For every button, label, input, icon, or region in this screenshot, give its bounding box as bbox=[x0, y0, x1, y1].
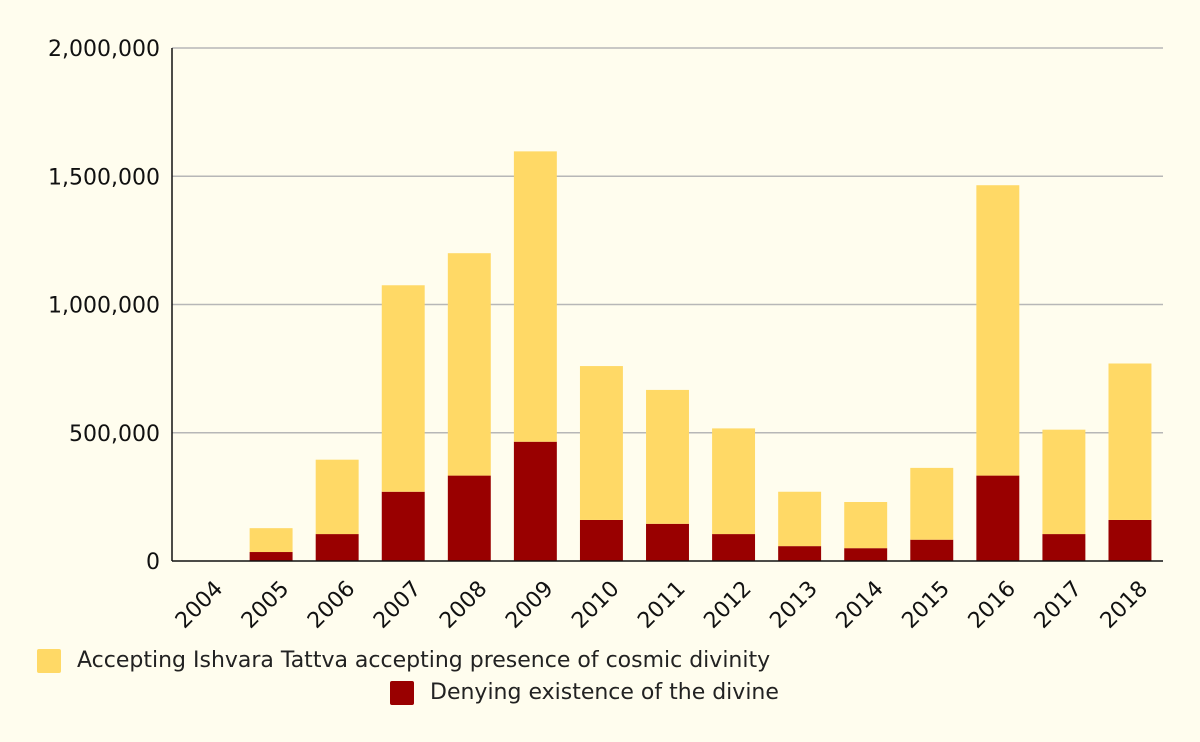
x-tick-labels: 2004 2005 2006 2007 2008 2009 2010 2011 2012 2013… bbox=[171, 576, 1153, 633]
bar-denying-2011[interactable] bbox=[646, 523, 689, 561]
y-tick-label: 500,000 bbox=[69, 422, 160, 447]
bar-accepting-2016[interactable] bbox=[976, 185, 1020, 476]
bar-accepting-2009[interactable] bbox=[513, 151, 557, 442]
bar-denying-2015[interactable] bbox=[910, 539, 954, 561]
bar-denying-2016[interactable] bbox=[976, 475, 1020, 561]
axes bbox=[171, 48, 1163, 562]
x-tick-label: 2007 bbox=[369, 576, 426, 633]
x-tick-label: 2005 bbox=[237, 576, 294, 633]
legend-item-accepting[interactable]: Accepting Ishvara Tattva accepting prese… bbox=[37, 648, 770, 673]
y-tick-label: 1,000,000 bbox=[48, 294, 160, 319]
x-tick-label: 2009 bbox=[501, 576, 558, 633]
x-tick-label: 2013 bbox=[765, 576, 822, 633]
y-tick-label: 0 bbox=[146, 550, 160, 575]
bar-denying-2014[interactable] bbox=[844, 548, 888, 561]
bar-accepting-2007[interactable] bbox=[381, 285, 425, 492]
bar-denying-2013[interactable] bbox=[778, 546, 822, 561]
y-tick-label: 1,500,000 bbox=[48, 165, 160, 190]
bar-denying-2017[interactable] bbox=[1042, 534, 1086, 561]
bar-accepting-2006[interactable] bbox=[315, 459, 359, 535]
bar-denying-2009[interactable] bbox=[513, 441, 557, 561]
x-tick-label: 2010 bbox=[567, 576, 624, 633]
x-tick-label: 2016 bbox=[964, 576, 1021, 633]
bar-accepting-2008[interactable] bbox=[447, 253, 491, 476]
bar-accepting-2018[interactable] bbox=[1108, 363, 1152, 520]
bar-denying-2010[interactable] bbox=[579, 519, 623, 561]
bar-accepting-2014[interactable] bbox=[844, 502, 888, 549]
bars bbox=[249, 151, 1152, 561]
x-tick-label: 2012 bbox=[699, 576, 756, 633]
x-tick-label: 2006 bbox=[303, 576, 360, 633]
bar-accepting-2015[interactable] bbox=[910, 467, 954, 540]
legend-swatch-accepting bbox=[37, 648, 61, 673]
bar-denying-2012[interactable] bbox=[712, 534, 756, 561]
legend-swatch-denying bbox=[390, 680, 414, 705]
x-tick-label: 2014 bbox=[832, 576, 889, 633]
x-tick-label: 2008 bbox=[435, 576, 492, 633]
legend-label-accepting: Accepting Ishvara Tattva accepting prese… bbox=[77, 648, 771, 673]
y-tick-labels: 0 500,000 1,000,000 1,500,000 2,000,000 bbox=[48, 37, 160, 575]
bar-denying-2005[interactable] bbox=[249, 552, 293, 561]
legend-item-denying[interactable]: Denying existence of the divine bbox=[390, 680, 779, 705]
bar-accepting-2011[interactable] bbox=[646, 389, 689, 524]
bar-accepting-2017[interactable] bbox=[1042, 429, 1086, 535]
bar-denying-2008[interactable] bbox=[447, 475, 491, 561]
stacked-bar-chart: 0 500,000 1,000,000 1,500,000 2,000,000 2004… bbox=[48, 37, 1163, 634]
bar-denying-2018[interactable] bbox=[1108, 519, 1152, 561]
bar-accepting-2010[interactable] bbox=[579, 366, 623, 520]
bar-accepting-2012[interactable] bbox=[712, 428, 756, 535]
legend-label-denying: Denying existence of the divine bbox=[430, 680, 779, 705]
bar-denying-2006[interactable] bbox=[315, 534, 359, 561]
x-tick-label: 2004 bbox=[171, 576, 228, 633]
bar-accepting-2005[interactable] bbox=[249, 528, 293, 553]
y-tick-label: 2,000,000 bbox=[48, 37, 160, 62]
x-tick-label: 2011 bbox=[633, 576, 690, 633]
x-tick-label: 2018 bbox=[1096, 576, 1153, 633]
x-tick-label: 2017 bbox=[1030, 576, 1087, 633]
bar-denying-2007[interactable] bbox=[381, 491, 425, 561]
x-tick-label: 2015 bbox=[898, 576, 955, 633]
bar-accepting-2013[interactable] bbox=[778, 491, 822, 547]
